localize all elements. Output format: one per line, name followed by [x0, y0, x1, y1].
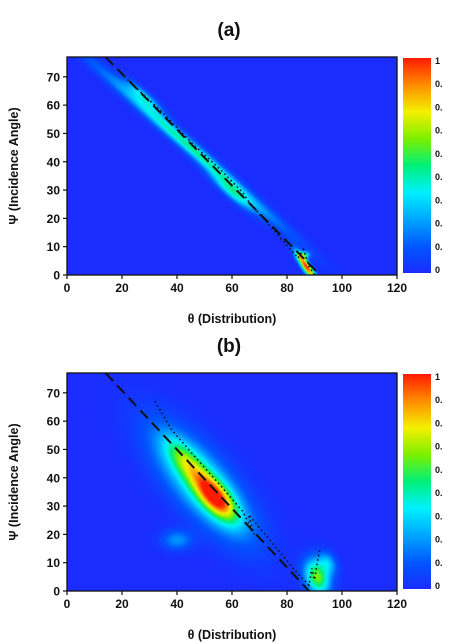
y-tick-label: 10	[47, 556, 61, 570]
x-tick-label: 80	[280, 597, 294, 611]
colorbar-tick-label: 0.	[435, 511, 443, 521]
x-tick-label: 20	[115, 281, 129, 295]
colorbar-tick-label: 0.	[435, 488, 443, 498]
x-tick-label: 20	[115, 597, 129, 611]
y-tick-label: 0	[53, 269, 60, 283]
y-tick-label: 50	[47, 443, 61, 457]
panel-a-label: (a)	[217, 20, 240, 41]
panel-b-label: (b)	[217, 336, 241, 357]
panel-a-dotted-line	[126, 79, 316, 275]
panel-a-x-axis: 0 20 40 60 80 100 120	[64, 275, 407, 295]
panel-b-y-axis-title: Ψ (Incidence Angle)	[7, 423, 21, 540]
panel-b-dashed-line	[104, 373, 310, 591]
panel-b-colorbar	[403, 374, 431, 589]
colorbar-tick-label: 0.	[435, 79, 443, 89]
panel-b-x-axis: 0 20 40 60 80 100 120	[64, 591, 407, 611]
y-tick-label: 60	[47, 415, 61, 429]
x-tick-label: 100	[332, 281, 352, 295]
x-tick-label: 60	[225, 281, 239, 295]
panel-b-y-axis: 0 10 20 30 40 50 60 70	[47, 386, 67, 599]
colorbar-tick-label: 0.	[435, 465, 443, 475]
panel-b-x-axis-title: θ (Distribution)	[188, 628, 277, 642]
colorbar-tick-label: 0.	[435, 442, 443, 452]
panel-b-colorbar-ticks: 1 0. 0. 0. 0. 0. 0. 0. 0. 0	[435, 372, 443, 591]
colorbar-tick-label: 0.	[435, 126, 443, 136]
colorbar-tick-label: 0.	[435, 219, 443, 229]
panel-a-heatmap	[67, 57, 397, 275]
colorbar-tick-label: 0.	[435, 418, 443, 428]
y-tick-label: 70	[47, 70, 61, 84]
y-tick-label: 20	[47, 212, 61, 226]
colorbar-tick-label: 1	[435, 56, 440, 66]
y-tick-label: 60	[47, 99, 61, 113]
y-tick-label: 50	[47, 127, 61, 141]
x-tick-label: 120	[387, 597, 407, 611]
panel-a-y-axis: 0 10 20 30 40 50 60 70	[47, 70, 67, 283]
x-tick-label: 40	[170, 597, 184, 611]
y-tick-label: 10	[47, 240, 61, 254]
panel-a-colorbar-ticks: 1 0. 0. 0. 0. 0. 0. 0. 0. 0	[435, 56, 443, 275]
colorbar-tick-label: 0.	[435, 195, 443, 205]
colorbar-tick-label: 0	[435, 265, 440, 275]
x-tick-label: 60	[225, 597, 239, 611]
colorbar-tick-label: 0	[435, 581, 440, 591]
y-tick-label: 70	[47, 386, 61, 400]
y-tick-label: 30	[47, 184, 61, 198]
x-tick-label: 0	[64, 281, 71, 295]
colorbar-tick-label: 0.	[435, 172, 443, 182]
colorbar-tick-label: 0.	[435, 242, 443, 252]
y-tick-label: 30	[47, 500, 61, 514]
colorbar-tick-label: 0.	[435, 535, 443, 545]
x-tick-label: 100	[332, 597, 352, 611]
colorbar-tick-label: 1	[435, 372, 440, 382]
x-tick-label: 80	[280, 281, 294, 295]
colorbar-tick-label: 0.	[435, 558, 443, 568]
x-tick-label: 0	[64, 597, 71, 611]
colorbar-tick-label: 0.	[435, 149, 443, 159]
y-tick-label: 20	[47, 528, 61, 542]
panel-b-heatmap	[67, 373, 397, 591]
colorbar-tick-label: 0.	[435, 102, 443, 112]
panel-a-y-axis-title: Ψ (Incidence Angle)	[7, 107, 21, 224]
x-tick-label: 40	[170, 281, 184, 295]
y-tick-label: 40	[47, 155, 61, 169]
panel-a-x-axis-title: θ (Distribution)	[188, 312, 277, 326]
y-tick-label: 40	[47, 471, 61, 485]
x-tick-label: 120	[387, 281, 407, 295]
panel-a-colorbar	[403, 58, 431, 273]
colorbar-tick-label: 0.	[435, 395, 443, 405]
y-tick-label: 0	[53, 585, 60, 599]
